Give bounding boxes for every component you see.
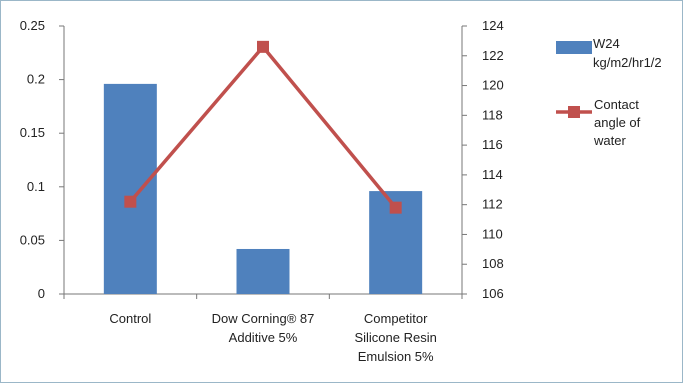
- line-marker: [124, 195, 137, 208]
- right-tick-label: 110: [482, 226, 503, 241]
- right-tick-label: 114: [482, 167, 503, 182]
- right-tick-label: 116: [482, 137, 503, 152]
- line-marker: [389, 201, 402, 214]
- right-tick-label: 122: [482, 48, 504, 63]
- right-tick-label: 124: [482, 18, 504, 33]
- legend-label: water: [593, 133, 626, 148]
- right-tick-label: 106: [482, 286, 504, 301]
- line-marker: [257, 40, 269, 53]
- right-tick-label: 118: [482, 107, 503, 122]
- left-tick-label: 0: [38, 286, 45, 301]
- legend-label: kg/m2/hr1/2: [593, 55, 662, 70]
- right-tick-label: 120: [482, 78, 504, 93]
- left-tick-label: 0.2: [27, 72, 45, 87]
- legend-label: Contact: [594, 97, 639, 112]
- legend-bar-swatch: [556, 41, 592, 54]
- legend-line-marker: [568, 106, 580, 118]
- category-label: Emulsion 5%: [358, 349, 434, 364]
- legend-label: angle of: [594, 115, 641, 130]
- category-label: Dow Corning® 87: [212, 311, 315, 326]
- left-tick-label: 0.05: [20, 232, 45, 247]
- category-label: Control: [109, 311, 151, 326]
- left-tick-label: 0.15: [20, 125, 45, 140]
- category-label: Silicone Resin: [354, 330, 436, 345]
- left-tick-label: 0.1: [27, 179, 45, 194]
- category-label: Competitor: [364, 311, 428, 326]
- category-label: Additive 5%: [229, 330, 298, 345]
- right-tick-label: 108: [482, 256, 504, 271]
- left-tick-label: 0.25: [20, 18, 45, 33]
- right-tick-label: 112: [482, 197, 503, 212]
- contact-angle-line: [129, 45, 398, 209]
- bar: [103, 83, 157, 294]
- bar: [236, 248, 290, 294]
- legend-label: W24: [593, 36, 620, 51]
